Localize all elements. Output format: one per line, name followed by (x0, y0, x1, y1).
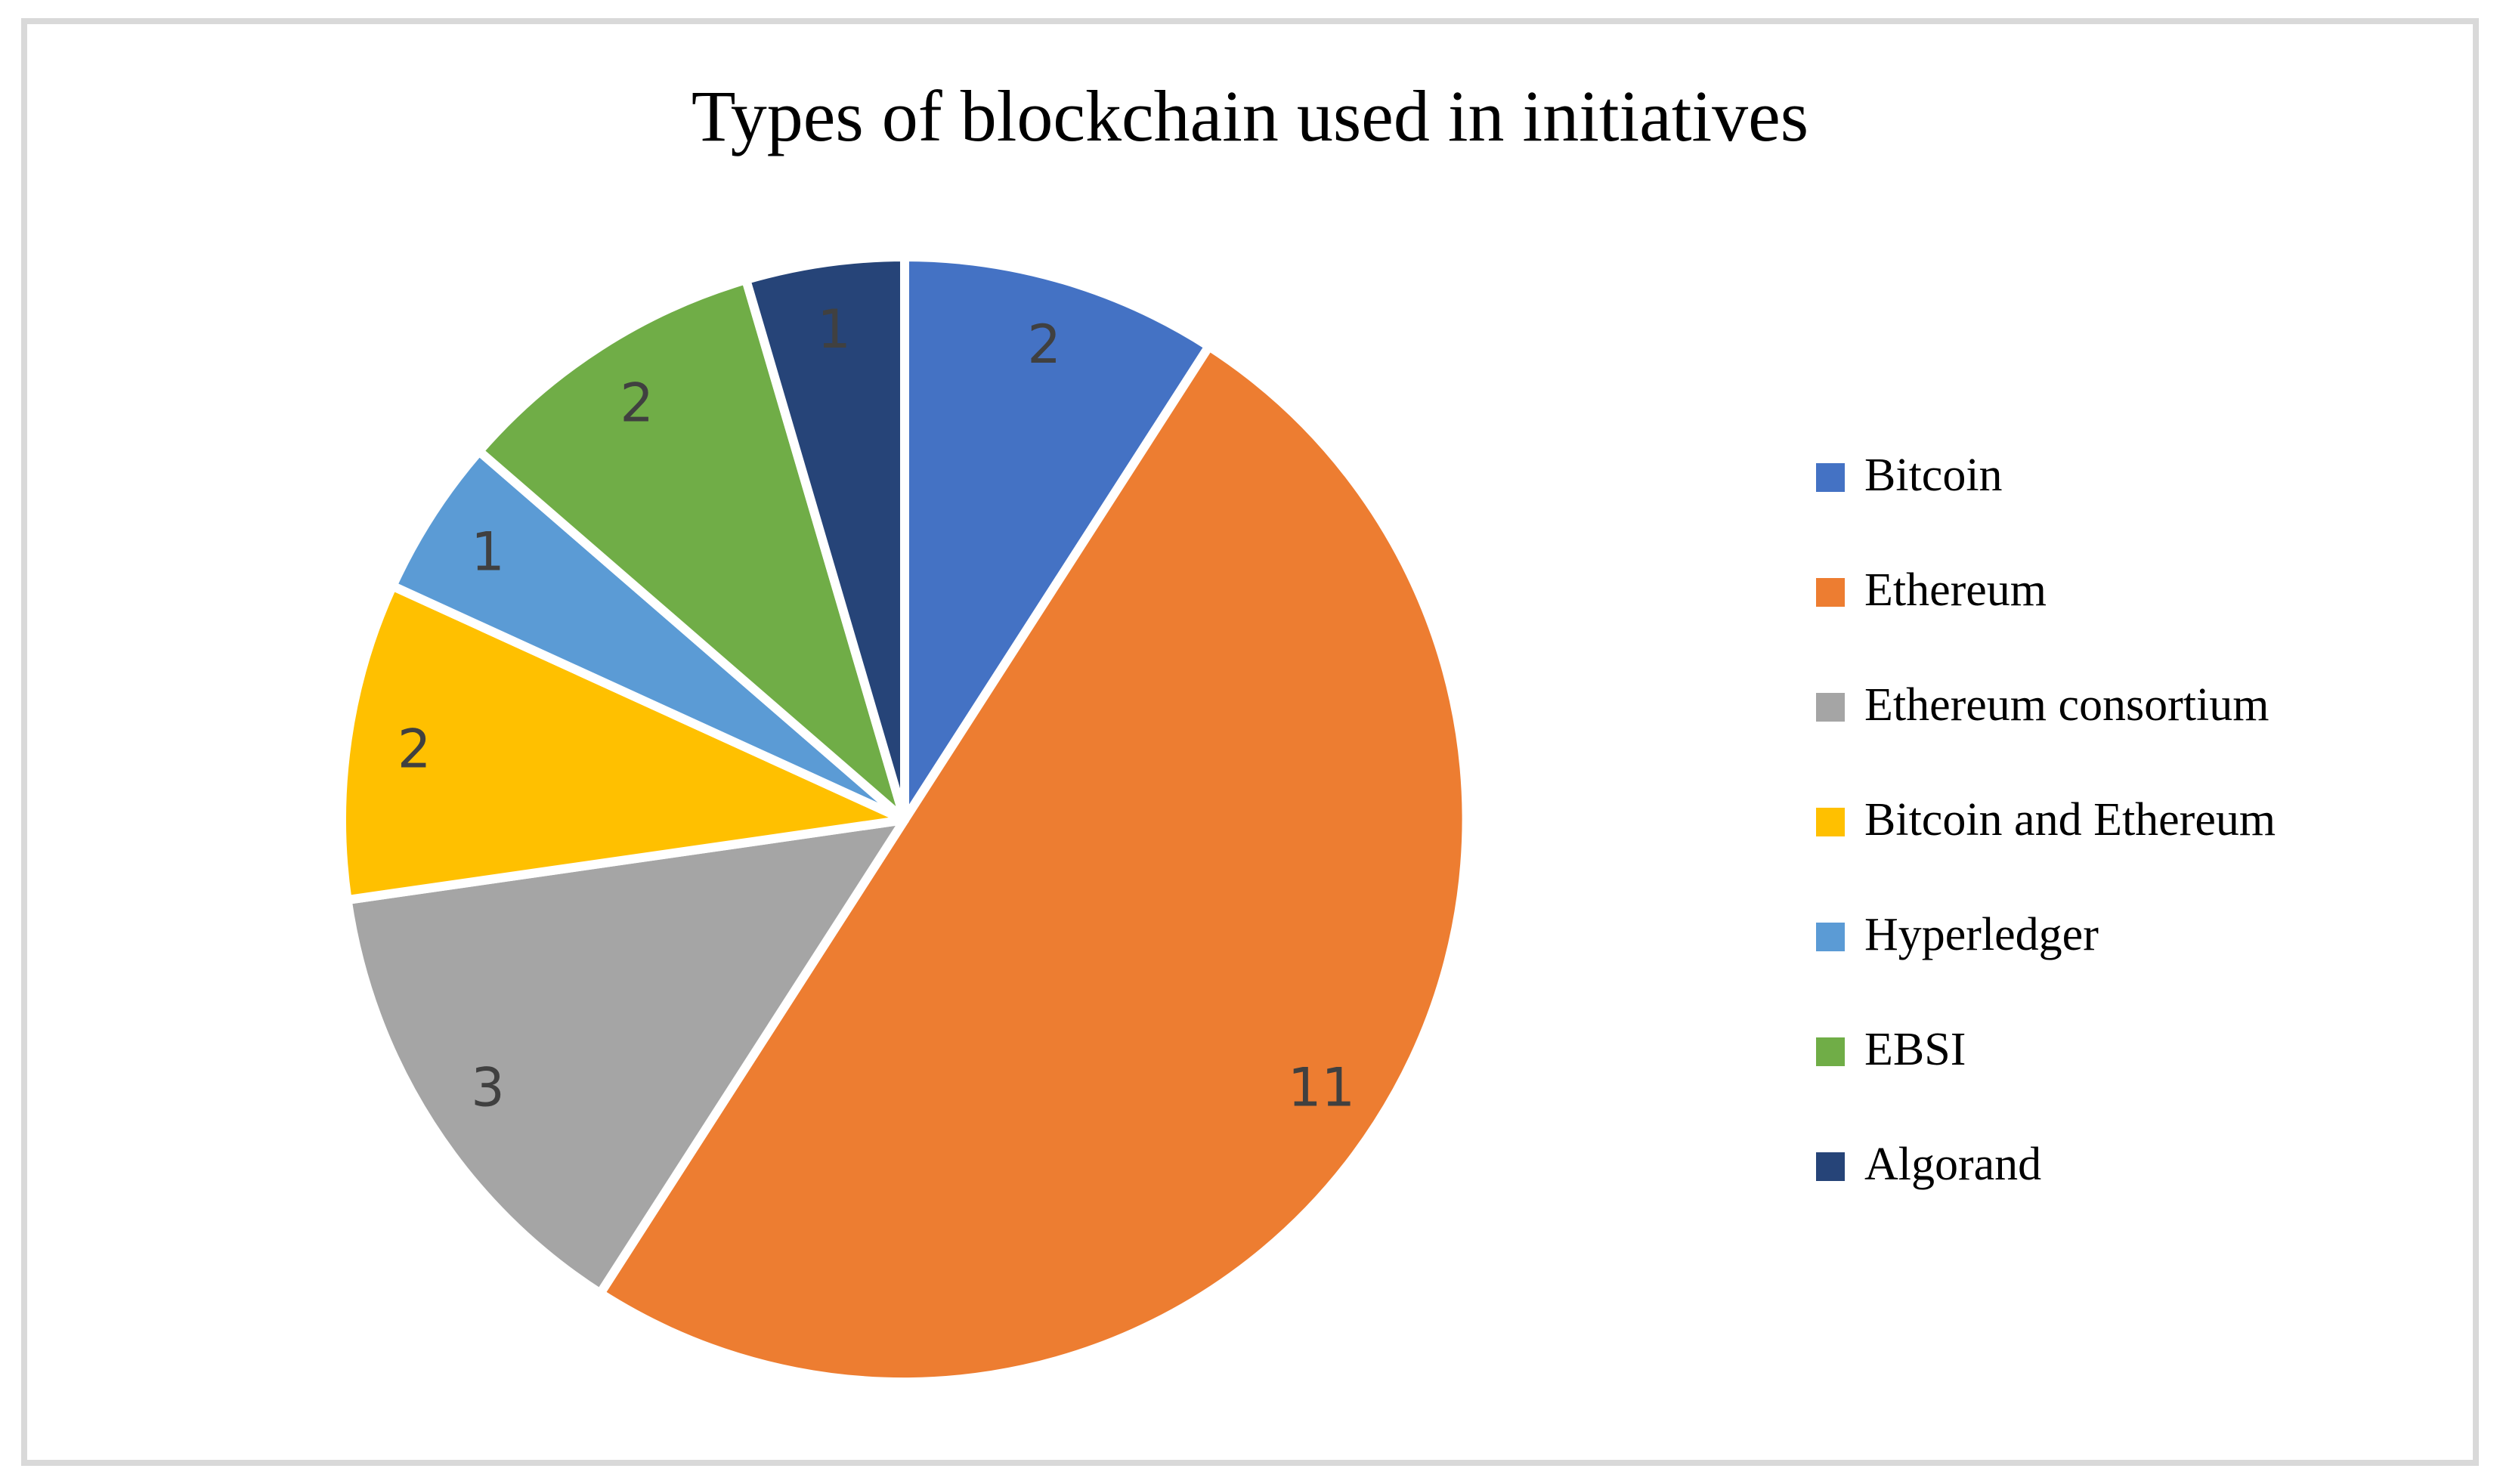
legend-item-ethereum: Ethereum (1816, 535, 2276, 650)
pie-data-label: 11 (1288, 1056, 1355, 1118)
legend-swatch-icon (1816, 923, 1845, 951)
legend-label: Hyperledger (1864, 909, 2099, 960)
legend-swatch-icon (1816, 1152, 1845, 1181)
legend-label: Ethereum consortium (1864, 679, 2269, 731)
pie-data-label: 1 (817, 298, 851, 360)
pie-data-label: 1 (471, 521, 505, 583)
legend-item-bitcoin: Bitcoin (1816, 420, 2276, 535)
legend-item-bitcoin-and-ethereum: Bitcoin and Ethereum (1816, 765, 2276, 880)
legend-item-algorand: Algorand (1816, 1109, 2276, 1224)
legend-label: Ethereum (1864, 564, 2047, 616)
legend-swatch-icon (1816, 1037, 1845, 1066)
legend-item-ebsi: EBSI (1816, 994, 2276, 1109)
pie-slice-hyperledger (388, 447, 909, 824)
pie-data-label: 3 (471, 1056, 505, 1118)
pie-data-label: 2 (398, 719, 432, 781)
legend-swatch-icon (1816, 463, 1845, 492)
legend-item-ethereum-consortium: Ethereum consortium (1816, 650, 2276, 765)
pie-slice-ethereum (596, 342, 1471, 1387)
pie-data-label: 2 (1027, 314, 1061, 376)
pie-slice-algorand (741, 252, 909, 824)
legend-label: Algorand (1864, 1139, 2042, 1190)
legend-label: Bitcoin (1864, 450, 2003, 501)
legend-item-hyperledger: Hyperledger (1816, 880, 2276, 994)
pie-slice-ethereum-consortium (342, 815, 909, 1298)
legend-label: EBSI (1864, 1024, 1966, 1075)
pie-chart: 2 11 3 2 1 2 1 (337, 252, 1471, 1387)
legend-swatch-icon (1816, 578, 1845, 607)
legend-label: Bitcoin and Ethereum (1864, 794, 2276, 846)
pie-data-label: 2 (620, 373, 654, 434)
legend-swatch-icon (1816, 808, 1845, 836)
pie-slice-bitcoin (900, 252, 1214, 824)
chart-title: Types of blockchain used in initiatives (691, 76, 1809, 156)
legend-swatch-icon (1816, 693, 1845, 722)
legend: Bitcoin Ethereum Ethereum consortium Bit… (1816, 420, 2276, 1224)
pie-slice-ebsi (474, 275, 909, 824)
pie-slice-bitcoin-and-ethereum (337, 581, 909, 905)
